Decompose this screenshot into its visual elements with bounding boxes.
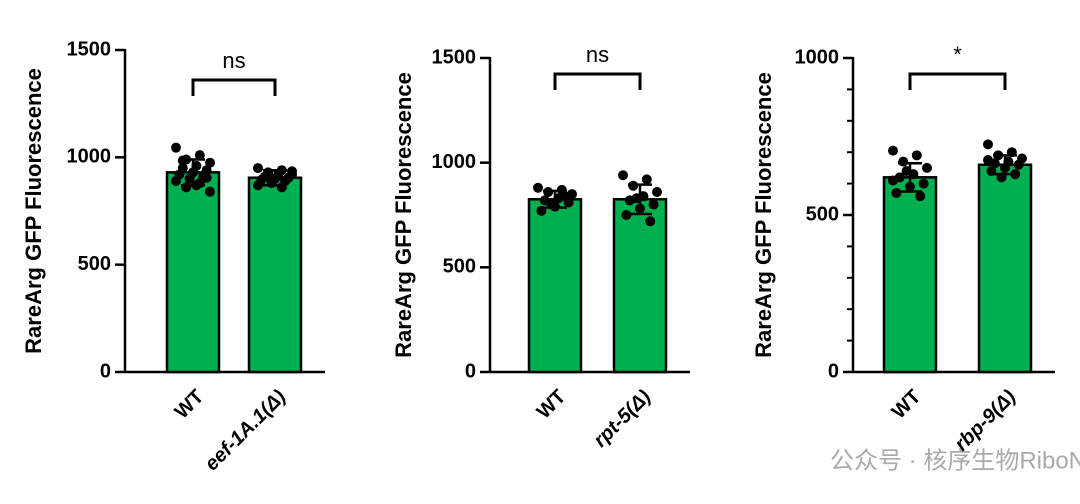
- watermark: 公众号 · 核序生物RiboNext: [830, 447, 1080, 474]
- data-point: [996, 172, 1007, 183]
- x-tick-label: rbp-9(Δ): [950, 385, 1020, 455]
- data-point: [1013, 159, 1024, 170]
- significance-label: ns: [222, 48, 245, 73]
- data-point: [177, 155, 188, 166]
- y-tick-label: 0: [465, 360, 476, 382]
- significance-label: *: [953, 42, 962, 67]
- significance-bracket: [908, 72, 1007, 90]
- x-tick-label: eef-1A.1(Δ): [201, 385, 291, 475]
- y-axis-label: RareArg GFP Fluorescence: [391, 72, 416, 358]
- data-point: [905, 181, 915, 192]
- significance-bracket: [191, 78, 277, 96]
- y-tick-label: 500: [78, 253, 111, 275]
- data-point: [986, 166, 997, 177]
- bar: [882, 176, 938, 374]
- bar: [165, 171, 221, 374]
- data-point: [922, 162, 932, 173]
- y-tick-label: 500: [443, 256, 476, 278]
- bar: [247, 176, 303, 374]
- data-point: [993, 150, 1004, 161]
- data-point: [652, 186, 662, 197]
- y-tick-label: 0: [100, 360, 111, 382]
- bar: [527, 198, 583, 374]
- y-tick-label: 1500: [67, 38, 112, 60]
- data-point: [533, 182, 543, 193]
- data-point: [888, 175, 898, 186]
- data-point: [898, 156, 909, 167]
- data-point: [287, 166, 297, 177]
- x-tick-label: WT: [171, 386, 209, 424]
- data-point: [276, 182, 287, 193]
- data-point: [205, 157, 215, 168]
- y-tick-label: 1000: [795, 46, 840, 68]
- data-point: [918, 178, 929, 189]
- data-point: [1006, 147, 1017, 158]
- data-point: [635, 203, 645, 214]
- data-point: [253, 163, 263, 174]
- y-tick-label: 0: [828, 360, 839, 382]
- data-point: [560, 191, 571, 202]
- data-point: [1000, 162, 1010, 173]
- data-point: [983, 139, 993, 150]
- data-point: [266, 178, 277, 189]
- x-tick-label: WT: [533, 386, 571, 424]
- bar: [977, 163, 1033, 374]
- y-tick-label: 1500: [432, 46, 477, 68]
- y-axis-label: RareArg GFP Fluorescence: [21, 68, 46, 354]
- data-point: [915, 191, 926, 202]
- data-point: [171, 142, 181, 153]
- data-point: [194, 150, 205, 161]
- data-point: [911, 150, 922, 161]
- data-point: [191, 180, 202, 191]
- data-point: [628, 180, 639, 191]
- y-tick-label: 500: [806, 203, 839, 225]
- data-point: [631, 193, 642, 204]
- data-point: [645, 216, 656, 227]
- data-point: [253, 180, 263, 191]
- y-axis-label: RareArg GFP Fluorescence: [751, 72, 776, 358]
- y-tick-label: 1000: [432, 151, 477, 173]
- bar: [612, 198, 668, 374]
- data-point: [263, 168, 274, 179]
- data-point: [171, 175, 181, 186]
- data-point: [891, 188, 902, 199]
- data-point: [641, 174, 652, 185]
- data-point: [543, 186, 554, 197]
- y-tick-label: 1000: [67, 146, 112, 168]
- x-tick-label: WT: [888, 386, 926, 424]
- data-point: [181, 182, 192, 193]
- significance-label: ns: [586, 42, 609, 67]
- data-point: [205, 186, 215, 197]
- data-point: [983, 155, 993, 166]
- data-point: [648, 199, 659, 210]
- data-point: [1010, 169, 1021, 180]
- x-tick-label: rpt-5(Δ): [589, 385, 655, 451]
- data-point: [184, 173, 195, 184]
- significance-bracket: [553, 72, 642, 90]
- data-point: [536, 205, 547, 216]
- data-point: [621, 210, 632, 220]
- data-point: [618, 170, 628, 181]
- data-point: [901, 166, 912, 177]
- data-point: [201, 172, 212, 183]
- data-point: [888, 145, 898, 156]
- data-point: [546, 199, 557, 210]
